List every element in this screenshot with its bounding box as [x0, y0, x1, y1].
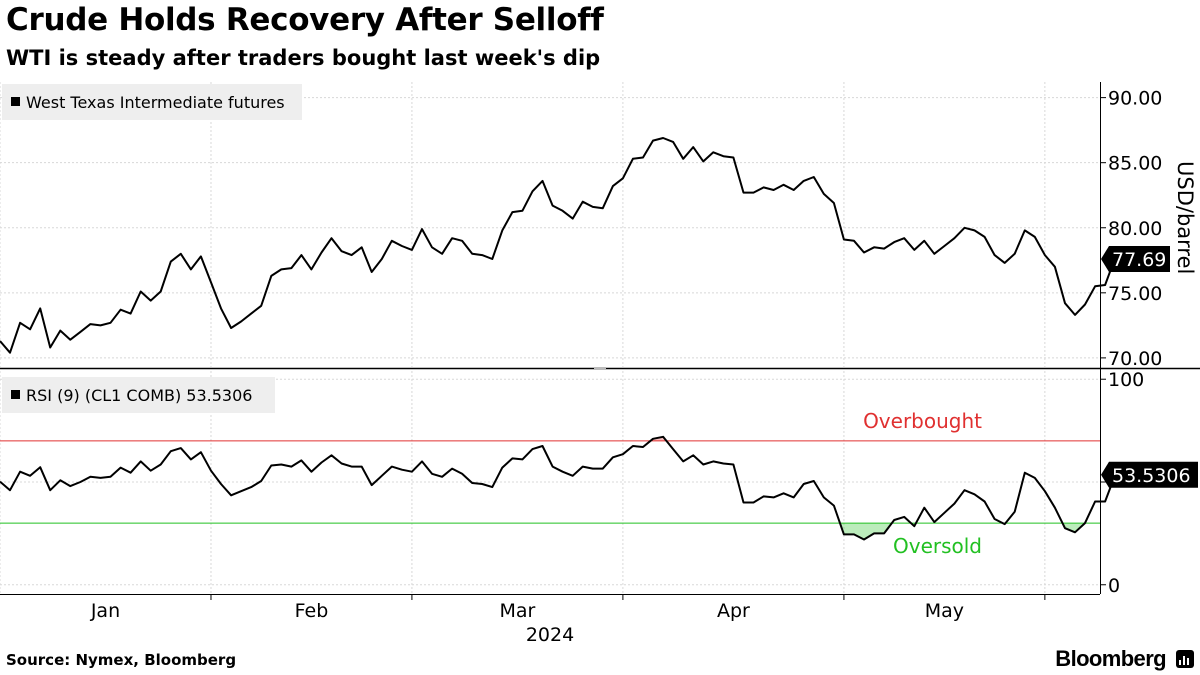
brand-logo-text: Bloomberg: [1055, 646, 1166, 671]
rsi-legend-swatch: [11, 390, 20, 399]
rsi-last-value-badge-bg: [1101, 461, 1198, 488]
price-legend-box: [2, 84, 302, 120]
rsi-last-value-badge: 53.5306: [1112, 465, 1191, 487]
price-y-axis-label: USD/barrel: [1173, 161, 1197, 274]
x-tick-label: Feb: [295, 600, 329, 622]
x-tick-label: Jan: [90, 600, 120, 622]
price-y-tick-label: 80.00: [1108, 218, 1162, 240]
price-legend-swatch: [11, 97, 20, 106]
price-y-tick-label: 90.00: [1108, 88, 1162, 110]
rsi-legend-label: RSI (9) (CL1 COMB) 53.5306: [26, 386, 252, 405]
x-axis-year-label: 2024: [526, 624, 574, 646]
oversold-shading: [1062, 523, 1085, 533]
price-y-tick-label: 75.00: [1108, 283, 1162, 305]
price-legend-label: West Texas Intermediate futures: [26, 93, 285, 112]
source-note: Source: Nymex, Bloomberg: [6, 651, 237, 669]
rsi-y-tick-label: 0: [1108, 575, 1120, 597]
x-tick-label: May: [925, 600, 964, 622]
x-tick-label: Apr: [717, 600, 750, 622]
chart-title: Crude Holds Recovery After Selloff: [6, 2, 604, 38]
oversold-shading: [840, 523, 892, 540]
price-y-tick-label: 85.00: [1108, 153, 1162, 175]
price-y-tick-label: 70.00: [1108, 348, 1162, 370]
x-tick-label: Mar: [499, 600, 535, 622]
rsi-line: [0, 435, 1126, 541]
rsi-y-tick-label: 100: [1108, 369, 1144, 391]
overbought-label: Overbought: [863, 409, 982, 433]
oversold-label: Oversold: [893, 534, 982, 558]
rsi-legend-box: [2, 377, 275, 413]
bloomberg-terminal-icon: [1176, 650, 1194, 668]
price-last-value-badge-bg: [1101, 245, 1170, 272]
chart-subtitle: WTI is steady after traders bought last …: [6, 46, 601, 70]
price-last-value-badge: 77.69: [1112, 249, 1166, 271]
wti-price-line: [0, 137, 1126, 354]
